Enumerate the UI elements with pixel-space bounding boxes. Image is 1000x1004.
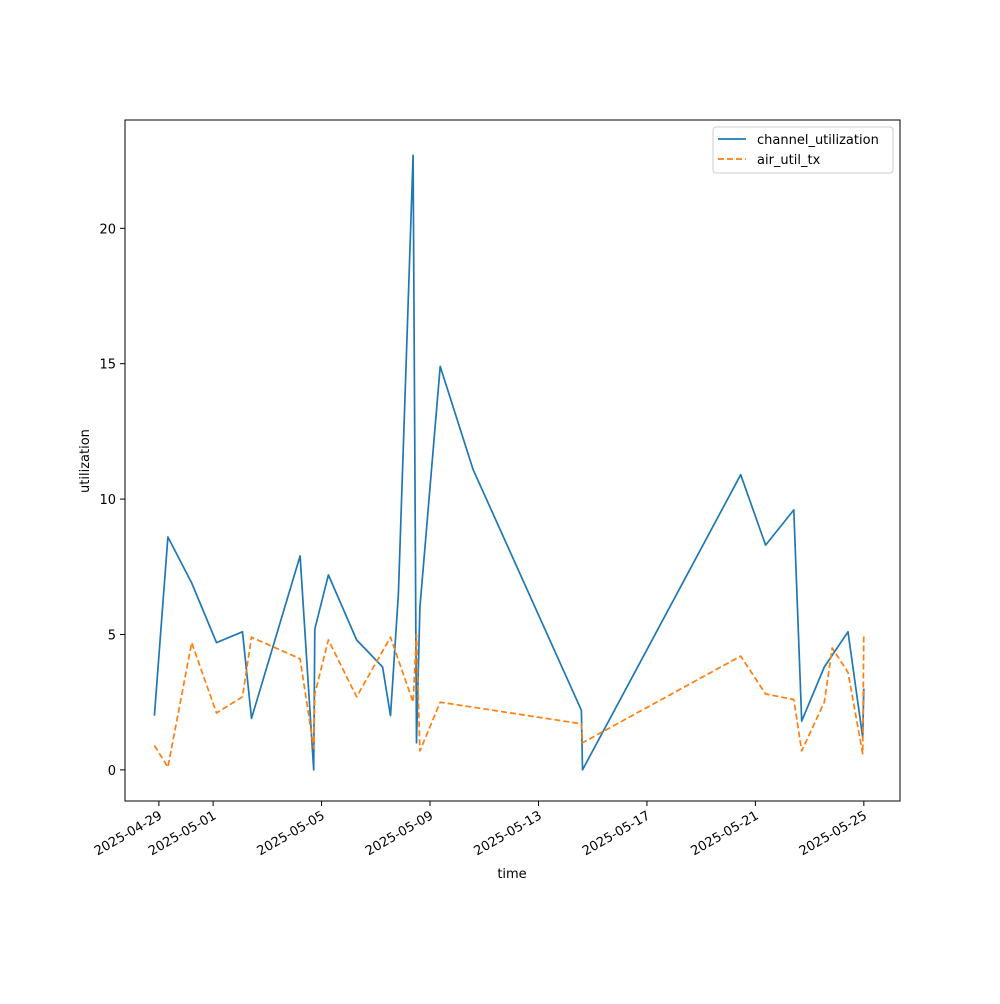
series-line-channel-utilization	[153, 154, 865, 771]
plot-frame	[124, 119, 901, 802]
y-tick-label: 5	[108, 628, 116, 643]
y-tick-label: 15	[99, 358, 116, 373]
legend: channel_utilization air_util_tx	[712, 126, 894, 174]
x-axis-label: time	[497, 867, 526, 882]
y-axis-label: utilization	[78, 429, 93, 493]
legend-box	[712, 126, 894, 174]
y-tick-label: 10	[99, 493, 116, 508]
legend-label: air_util_tx	[757, 153, 821, 168]
series-layer	[153, 154, 865, 771]
series-line-air-util-tx	[153, 633, 865, 769]
legend-label: channel_utilization	[757, 133, 879, 148]
y-tick-label: 20	[99, 222, 116, 237]
y-axis: 0 5 10 15 20	[99, 222, 125, 779]
y-tick-label: 0	[108, 764, 116, 779]
